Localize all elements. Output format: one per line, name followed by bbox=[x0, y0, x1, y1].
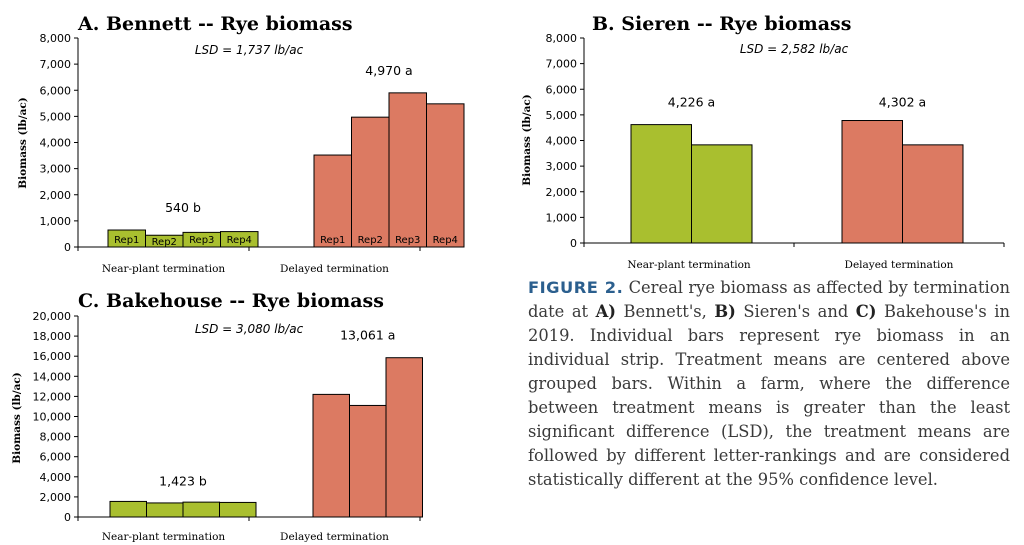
bar bbox=[630, 124, 692, 244]
y-tick-label: 6,000 bbox=[546, 83, 578, 96]
y-tick-label: 6,000 bbox=[40, 84, 72, 97]
bar bbox=[385, 357, 423, 518]
y-tick-label: 8,000 bbox=[546, 32, 578, 45]
bar bbox=[109, 500, 147, 518]
caption-text-4: Bakehouse's in 2019. Individual bars rep… bbox=[528, 302, 1011, 489]
y-tick-label: 2,000 bbox=[546, 186, 578, 199]
y-tick-label: 8,000 bbox=[40, 32, 72, 45]
y-tick-label: 0 bbox=[64, 241, 71, 254]
y-tick-label: 5,000 bbox=[546, 109, 578, 122]
category-label: Delayed termination bbox=[280, 531, 389, 543]
mean-label: 1,423 b bbox=[159, 473, 207, 488]
mean-label: 13,061 a bbox=[340, 328, 395, 343]
lsd-label: LSD = 3,080 lb/ac bbox=[195, 322, 304, 336]
y-tick-label: 4,000 bbox=[40, 471, 72, 484]
bar-label: Rep4 bbox=[433, 235, 458, 246]
mean-label: 4,226 a bbox=[668, 95, 715, 110]
chart-title: A. Bennett -- Rye biomass bbox=[77, 13, 353, 35]
bar bbox=[313, 154, 352, 248]
y-tick-label: 14,000 bbox=[33, 370, 72, 383]
bar-label: Rep4 bbox=[227, 235, 252, 246]
chart-title: B. Sieren -- Rye biomass bbox=[592, 13, 851, 35]
lsd-label: LSD = 2,582 lb/ac bbox=[740, 42, 849, 56]
mean-label: 4,302 a bbox=[879, 95, 926, 110]
bar-label: Rep2 bbox=[358, 235, 383, 246]
y-axis-label: Biomass (lb/ac) bbox=[521, 94, 533, 186]
caption-b: B) bbox=[714, 302, 736, 321]
figure-caption: FIGURE 2. Cereal rye biomass as affected… bbox=[528, 276, 1010, 492]
category-label: Near-plant termination bbox=[627, 259, 751, 271]
category-label: Near-plant termination bbox=[102, 263, 226, 275]
y-tick-label: 7,000 bbox=[546, 58, 578, 71]
y-tick-label: 0 bbox=[64, 511, 71, 524]
y-tick-label: 1,000 bbox=[546, 211, 578, 224]
y-axis-label: Biomass (lb/ac) bbox=[17, 97, 29, 189]
caption-text-1: Cereal rye biomass as affected by termin… bbox=[528, 278, 1011, 321]
mean-label: 4,970 a bbox=[365, 63, 412, 78]
y-tick-label: 16,000 bbox=[33, 350, 72, 363]
y-tick-label: 12,000 bbox=[33, 390, 72, 403]
bar bbox=[351, 116, 390, 248]
bar bbox=[182, 501, 220, 518]
caption-c: C) bbox=[855, 302, 877, 321]
bar bbox=[426, 103, 465, 248]
y-tick-label: 4,000 bbox=[40, 137, 72, 150]
bar bbox=[146, 502, 184, 518]
category-label: Near-plant termination bbox=[102, 531, 226, 543]
bar-label: Rep2 bbox=[152, 237, 177, 248]
y-tick-label: 3,000 bbox=[40, 163, 72, 176]
caption-a: A) bbox=[595, 302, 616, 321]
caption-text-2: Bennett's, bbox=[615, 302, 715, 321]
bar bbox=[220, 231, 259, 248]
y-tick-label: 18,000 bbox=[33, 330, 72, 343]
y-tick-label: 0 bbox=[570, 237, 577, 250]
bar bbox=[902, 144, 964, 244]
bar-label: Rep3 bbox=[395, 235, 420, 246]
mean-label: 540 b bbox=[165, 200, 201, 215]
category-label: Delayed termination bbox=[280, 263, 389, 275]
y-tick-label: 8,000 bbox=[40, 431, 72, 444]
bar bbox=[349, 404, 387, 518]
caption-text-3: Sieren's and bbox=[735, 302, 856, 321]
y-tick-label: 6,000 bbox=[40, 451, 72, 464]
category-label: Delayed termination bbox=[845, 259, 954, 271]
y-tick-label: 3,000 bbox=[546, 160, 578, 173]
bar bbox=[388, 92, 427, 248]
y-tick-label: 5,000 bbox=[40, 110, 72, 123]
chart-title: C. Bakehouse -- Rye biomass bbox=[78, 290, 384, 312]
y-axis-label: Biomass (lb/ac) bbox=[11, 372, 23, 464]
y-tick-label: 2,000 bbox=[40, 491, 72, 504]
y-tick-label: 7,000 bbox=[40, 58, 72, 71]
caption-figure-label: FIGURE 2. bbox=[528, 278, 624, 297]
y-tick-label: 10,000 bbox=[33, 411, 72, 424]
y-tick-label: 20,000 bbox=[33, 310, 72, 323]
bar-label: Rep3 bbox=[189, 235, 214, 246]
bar-label: Rep1 bbox=[114, 235, 139, 246]
bar-label: Rep1 bbox=[320, 235, 345, 246]
y-tick-label: 2,000 bbox=[40, 189, 72, 202]
y-tick-label: 1,000 bbox=[40, 215, 72, 228]
y-tick-label: 4,000 bbox=[546, 135, 578, 148]
bar bbox=[691, 144, 753, 244]
bar bbox=[312, 393, 350, 518]
lsd-label: LSD = 1,737 lb/ac bbox=[195, 43, 304, 57]
bar bbox=[841, 120, 903, 244]
bar bbox=[219, 501, 257, 518]
